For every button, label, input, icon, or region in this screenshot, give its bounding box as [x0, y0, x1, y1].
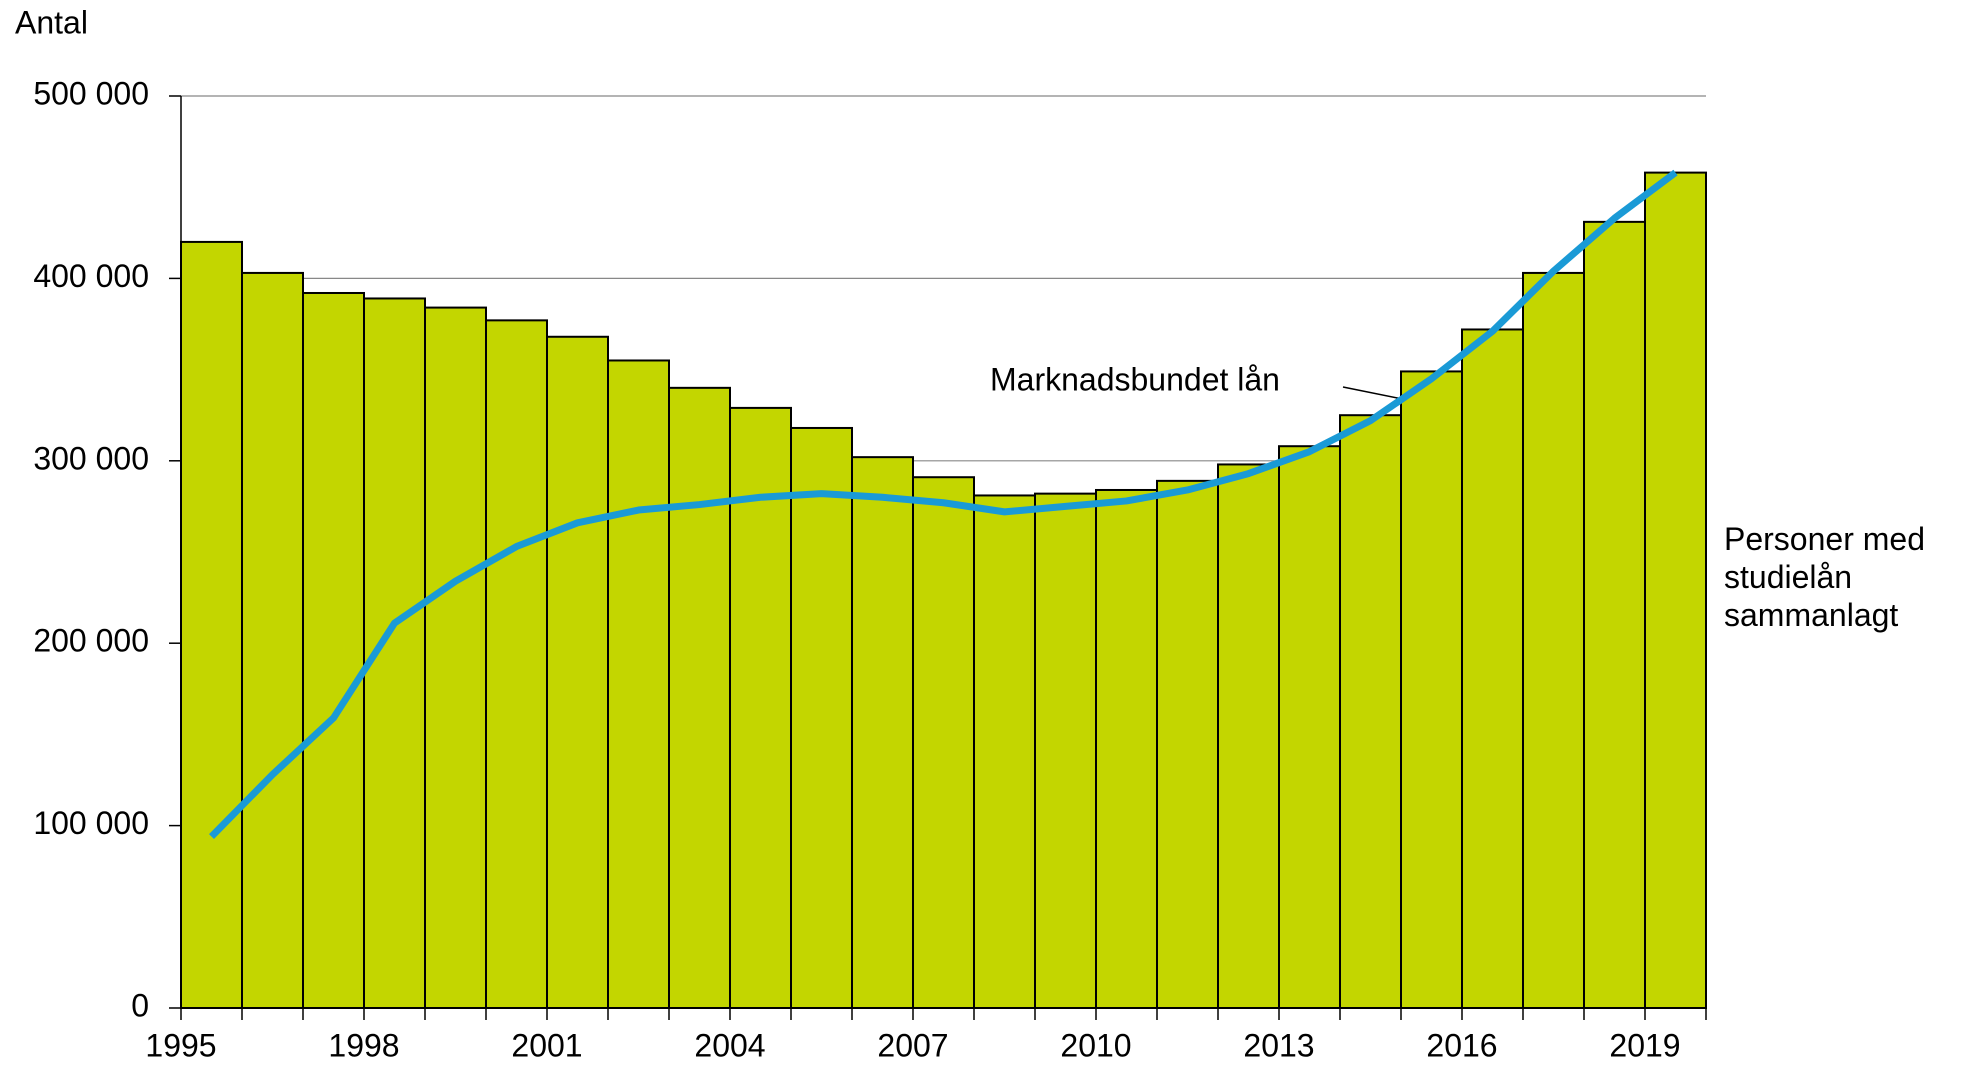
bars [180, 171, 1707, 1010]
y-tick-label: 400 000 [33, 258, 149, 294]
x-tick-label: 2001 [511, 1027, 582, 1063]
line [209, 169, 1678, 839]
bar [546, 335, 609, 1009]
bar [1095, 488, 1158, 1009]
bar [485, 319, 548, 1009]
bar [668, 386, 731, 1009]
bar [1156, 479, 1219, 1009]
bar [729, 406, 792, 1009]
y-tick-label: 300 000 [33, 440, 149, 476]
y-tick-label: 100 000 [33, 805, 149, 841]
bar [1583, 220, 1646, 1009]
y-tick-label: 200 000 [33, 623, 149, 659]
x-tick-label: 2007 [877, 1027, 948, 1063]
x-tick-label: 2010 [1060, 1027, 1131, 1063]
bar [1034, 492, 1097, 1009]
y-axis-label: Antal [15, 4, 88, 40]
bar [1522, 271, 1585, 1010]
y-tick-label: 500 000 [33, 75, 149, 111]
bar [1461, 328, 1524, 1009]
x-tick-label: 2013 [1243, 1027, 1314, 1063]
x-tick-label: 2019 [1609, 1027, 1680, 1063]
bar [1339, 414, 1402, 1009]
bar [851, 456, 914, 1010]
bar [973, 494, 1036, 1009]
bar [302, 291, 365, 1009]
x-tick-label: 2004 [694, 1027, 765, 1063]
bar [1278, 445, 1341, 1009]
bar [912, 476, 975, 1009]
x-tick-label: 1995 [145, 1027, 216, 1063]
bar [790, 426, 853, 1009]
bar [1400, 370, 1463, 1009]
bar [1217, 463, 1280, 1009]
line-annotation: Marknadsbundet lån [990, 361, 1280, 397]
bar [424, 306, 487, 1010]
bar [241, 271, 304, 1010]
bar [607, 359, 670, 1010]
bar [1644, 171, 1707, 1010]
y-tick-label: 0 [131, 987, 149, 1023]
bar [180, 240, 243, 1010]
x-tick-label: 2016 [1426, 1027, 1497, 1063]
bar-annotation: Personer med studielån sammanlagt [1724, 521, 1925, 633]
x-tick-label: 1998 [328, 1027, 399, 1063]
